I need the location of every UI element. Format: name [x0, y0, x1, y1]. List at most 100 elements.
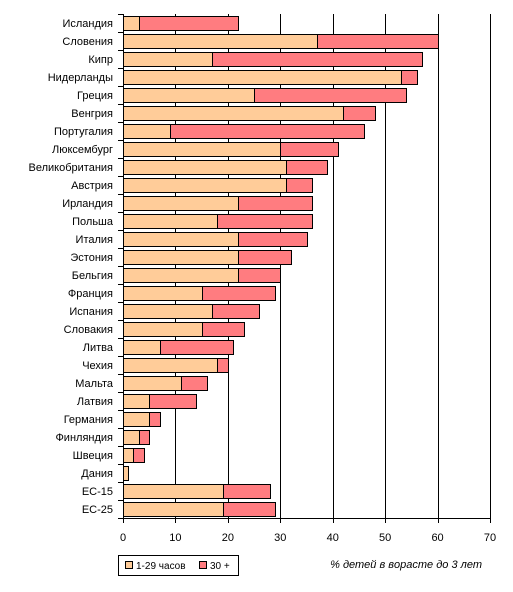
- category-label: Эстония: [70, 252, 113, 264]
- category-label: Исландия: [62, 18, 113, 30]
- category-label: Ирландия: [62, 198, 113, 210]
- legend: 1-29 часов 30 +: [118, 555, 239, 576]
- x-tick-label: 50: [379, 532, 391, 544]
- category-label: Финляндия: [55, 432, 113, 444]
- bar-segment-1-29: [123, 250, 239, 265]
- category-label: Латвия: [77, 396, 113, 408]
- category-label: Швеция: [73, 450, 113, 462]
- category-label: Словакия: [64, 324, 113, 336]
- bar-segment-30-plus: [280, 142, 339, 157]
- x-tick-label: 60: [431, 532, 443, 544]
- bar-segment-30-plus: [238, 268, 281, 283]
- category-label: Великобритания: [29, 162, 114, 174]
- bar-segment-30-plus: [170, 124, 365, 139]
- x-tick-label: 40: [327, 532, 339, 544]
- bar-segment-30-plus: [223, 502, 276, 517]
- bar-segment-30-plus: [343, 106, 376, 121]
- bars: [123, 16, 439, 517]
- bar-segment-1-29: [123, 214, 218, 229]
- bar-segment-1-29: [123, 340, 161, 355]
- category-label: Австрия: [71, 180, 113, 192]
- bar-segment-1-29: [123, 286, 203, 301]
- category-label: Чехия: [82, 360, 113, 372]
- category-label: Дания: [81, 468, 113, 480]
- legend-label-30-plus: 30 +: [210, 561, 230, 572]
- bar-segment-30-plus: [286, 178, 313, 193]
- category-label: Нидерланды: [48, 72, 113, 84]
- legend-swatch-1-29: [125, 561, 133, 569]
- category-label: Франция: [68, 288, 113, 300]
- bar-segment-1-29: [123, 34, 318, 49]
- bar-segment-1-29: [123, 322, 203, 337]
- bar-segment-1-29: [123, 448, 134, 463]
- bar-segment-1-29: [123, 502, 224, 517]
- bar-segment-1-29: [123, 466, 129, 481]
- bar-segment-30-plus: [286, 160, 328, 175]
- bar-segment-1-29: [123, 16, 140, 31]
- category-label: Литва: [83, 342, 114, 354]
- bar-segment-1-29: [123, 484, 224, 499]
- bar-segment-30-plus: [238, 196, 313, 211]
- category-label: Люксембург: [52, 144, 113, 156]
- bar-segment-1-29: [123, 304, 213, 319]
- bar-segment-1-29: [123, 376, 182, 391]
- category-label: Германия: [64, 414, 113, 426]
- bar-segment-1-29: [123, 124, 171, 139]
- x-tick-label: 20: [222, 532, 234, 544]
- bar-segment-1-29: [123, 88, 255, 103]
- x-tick-label: 30: [274, 532, 286, 544]
- category-label: Словения: [62, 36, 113, 48]
- bar-segment-1-29: [123, 106, 344, 121]
- bar-segment-30-plus: [149, 412, 161, 427]
- bar-segment-30-plus: [202, 322, 245, 337]
- axes: [118, 14, 491, 523]
- category-label: Италия: [76, 234, 114, 246]
- x-tick-label: 10: [169, 532, 181, 544]
- bar-segment-1-29: [123, 232, 239, 247]
- x-tick-labels: 0 10 20 30 40 50 60 70: [120, 532, 496, 544]
- category-label: Мальта: [75, 378, 114, 390]
- category-label: Кипр: [88, 54, 113, 66]
- bar-segment-1-29: [123, 394, 150, 409]
- legend-swatch-30-plus: [199, 561, 207, 569]
- category-label: Бельгия: [72, 270, 113, 282]
- category-labels: Исландия Словения Кипр Нидерланды Греция Венг…: [29, 18, 114, 516]
- category-label: Греция: [77, 90, 113, 102]
- bar-segment-30-plus: [139, 430, 150, 445]
- bar-segment-1-29: [123, 196, 239, 211]
- bar-segment-30-plus: [181, 376, 208, 391]
- bar-segment-30-plus: [223, 484, 271, 499]
- bar-segment-30-plus: [139, 16, 239, 31]
- x-tick-label: 70: [484, 532, 496, 544]
- bar-segment-30-plus: [133, 448, 145, 463]
- bar-segment-30-plus: [254, 88, 407, 103]
- bar-segment-30-plus: [212, 52, 423, 67]
- category-label: Испания: [69, 306, 113, 318]
- bar-segment-1-29: [123, 430, 140, 445]
- category-label: Венгрия: [71, 108, 113, 120]
- bar-segment-30-plus: [149, 394, 197, 409]
- bar-segment-1-29: [123, 178, 287, 193]
- bar-segment-30-plus: [217, 214, 313, 229]
- bar-segment-30-plus: [238, 232, 308, 247]
- x-tick-label: 0: [120, 532, 126, 544]
- category-label: Польша: [72, 216, 114, 228]
- bar-segment-1-29: [123, 412, 150, 427]
- bar-segment-1-29: [123, 70, 402, 85]
- legend-label-1-29: 1-29 часов: [136, 561, 186, 572]
- category-label: ЕС-25: [82, 504, 113, 516]
- bar-segment-1-29: [123, 160, 287, 175]
- bar-segment-1-29: [123, 52, 213, 67]
- legend-box: [118, 555, 239, 576]
- bar-segment-30-plus: [401, 70, 418, 85]
- bar-segment-1-29: [123, 358, 218, 373]
- bar-segment-1-29: [123, 142, 281, 157]
- bar-segment-1-29: [123, 268, 239, 283]
- bar-segment-30-plus: [202, 286, 276, 301]
- bar-segment-30-plus: [238, 250, 292, 265]
- bar-segment-30-plus: [217, 358, 229, 373]
- bar-segment-30-plus: [212, 304, 260, 319]
- bar-segment-30-plus: [160, 340, 234, 355]
- category-label: ЕС-15: [82, 486, 113, 498]
